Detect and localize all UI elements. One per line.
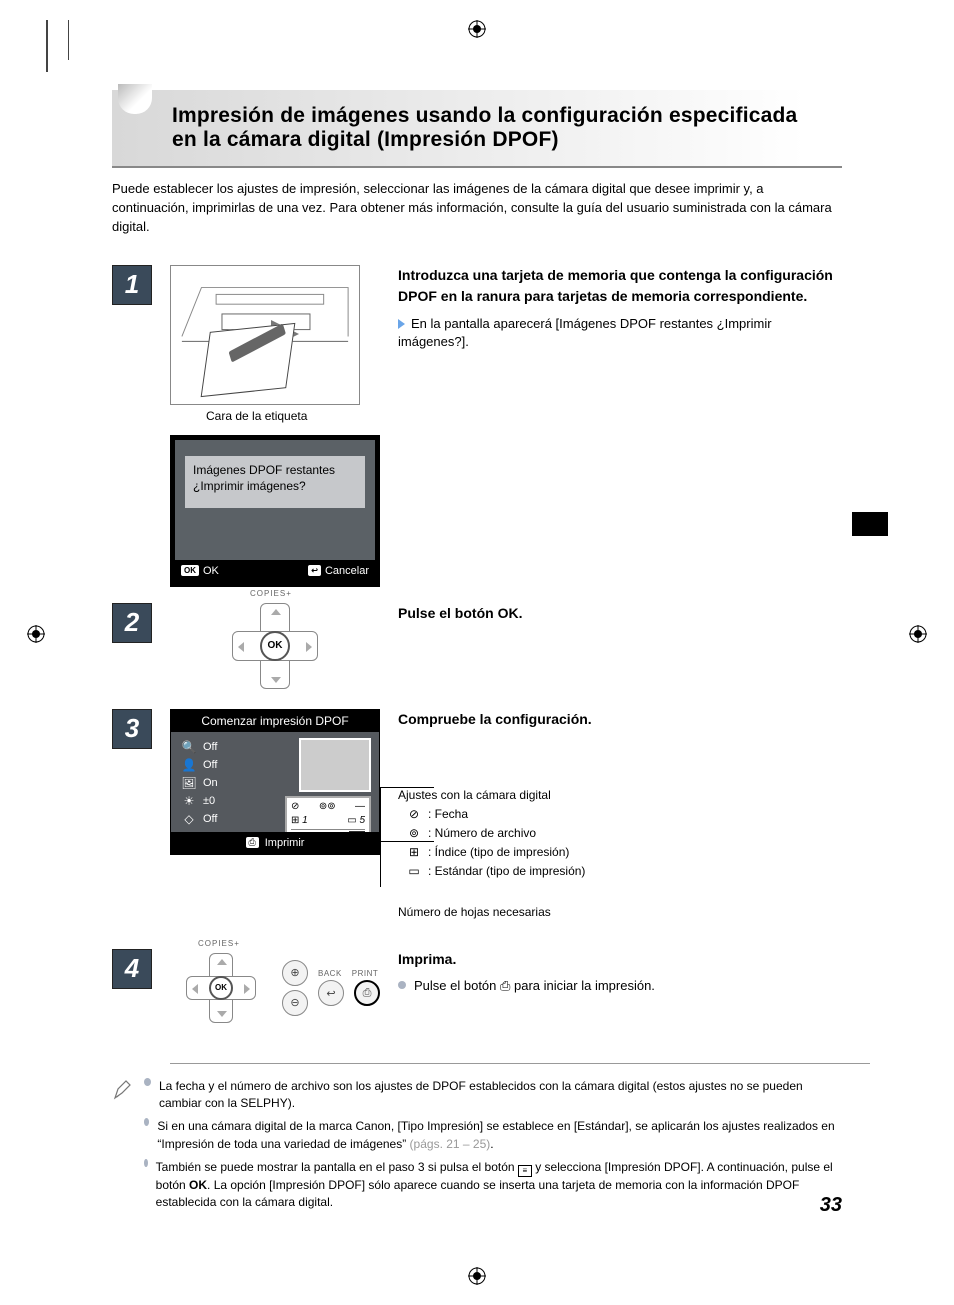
step-1: 1 Cara de la etiqueta xyxy=(112,265,842,587)
zoom-in-button-icon: ⊕ xyxy=(282,960,308,986)
section-heading: Impresión de imágenes usando la configur… xyxy=(112,90,842,168)
annot-item: ⊚: Número de archivo xyxy=(406,824,842,843)
pencil-note-icon xyxy=(112,1078,138,1218)
note-item: También se puede mostrar la pantalla en … xyxy=(144,1159,842,1212)
settings-title: Comenzar impresión DPOF xyxy=(171,710,379,732)
step-number: 1 xyxy=(112,265,152,305)
zoom-out-button-icon: ⊖ xyxy=(282,990,308,1016)
annot-item: ⊞: Índice (tipo de impresión) xyxy=(406,843,842,862)
notes-divider xyxy=(170,1063,870,1064)
cancel-label: Cancelar xyxy=(325,565,369,577)
print-label-small: PRINT xyxy=(352,969,379,978)
step-subtext: En la pantalla aparecerá [Imágenes DPOF … xyxy=(398,316,772,349)
note-item: Si en una cámara digital de la marca Can… xyxy=(144,1118,842,1153)
cancel-pill: ↩ xyxy=(308,565,321,576)
annot-item: ▭: Estándar (tipo de impresión) xyxy=(406,862,842,881)
registration-mark-bottom xyxy=(468,1267,486,1285)
dpad-figure: COPIES+ OK xyxy=(232,603,318,689)
triangle-bullet-icon xyxy=(398,319,405,329)
step-subtext: Pulse el botón ⎙ para iniciar la impresi… xyxy=(414,978,655,993)
registration-mark-top xyxy=(468,20,486,38)
ok-pill: OK xyxy=(181,565,199,576)
step-4: 4 COPIES+ OK ⊕ ⊖ BACKPRINT xyxy=(112,949,842,1023)
ok-label: OK xyxy=(203,565,219,577)
leader-line xyxy=(380,787,381,887)
crop-mark xyxy=(46,20,48,72)
annot-sheets: Número de hojas necesarias xyxy=(398,903,842,922)
annot-heading: Ajustes con la cámara digital xyxy=(398,786,842,805)
step-title: Pulse el botón OK. xyxy=(398,603,842,624)
lcd-screen-step1: Imágenes DPOF restantes ¿Imprimir imágen… xyxy=(170,435,380,587)
settings-screen: Comenzar impresión DPOF 🔍Off👤Off🖼On☀±0◇O… xyxy=(170,709,380,855)
step-number: 2 xyxy=(112,603,152,643)
heading-ornament-icon xyxy=(118,84,152,114)
figure-card-slot xyxy=(170,265,360,405)
circle-bullet-icon xyxy=(398,981,406,989)
step-number: 3 xyxy=(112,709,152,749)
figure-caption: Cara de la etiqueta xyxy=(206,409,380,423)
page-number: 33 xyxy=(820,1194,842,1217)
heading-title: Impresión de imágenes usando la configur… xyxy=(172,104,822,152)
step-title: Compruebe la configuración. xyxy=(398,709,842,730)
sd-card-icon xyxy=(201,322,296,396)
button-cluster-figure: COPIES+ OK ⊕ ⊖ BACKPRINT ↩ ⎙ xyxy=(170,953,380,1023)
preview-thumb xyxy=(299,738,371,792)
step-title: Introduzca una tarjeta de memoria que co… xyxy=(398,265,842,307)
annot-item: ⊘: Fecha xyxy=(406,805,842,824)
step-title: Imprima. xyxy=(398,949,842,970)
lcd-line: Imágenes DPOF restantes xyxy=(193,462,357,479)
print-label: Imprimir xyxy=(265,837,305,849)
print-button-icon: ⎙ xyxy=(354,980,380,1006)
back-label: BACK xyxy=(318,969,342,978)
leader-line xyxy=(380,787,434,788)
ok-button-icon: OK xyxy=(260,631,290,661)
notes-block: La fecha y el número de archivo son los … xyxy=(112,1053,842,1218)
leader-line xyxy=(380,841,434,842)
lcd-line: ¿Imprimir imágenes? xyxy=(193,478,357,495)
copies-label: COPIES+ xyxy=(250,589,292,598)
registration-mark-left xyxy=(27,625,45,643)
step-number: 4 xyxy=(112,949,152,989)
step-3: 3 Comenzar impresión DPOF 🔍Off👤Off🖼On☀±0… xyxy=(112,709,842,923)
thumb-tab xyxy=(852,512,888,536)
intro-paragraph: Puede establecer los ajustes de impresió… xyxy=(112,180,842,237)
registration-mark-right xyxy=(909,625,927,643)
note-item: La fecha y el número de archivo son los … xyxy=(144,1078,842,1113)
step-2: 2 COPIES+ OK Pulse el botón OK. xyxy=(112,603,842,689)
crop-mark xyxy=(68,20,69,60)
back-button-icon: ↩ xyxy=(318,980,344,1006)
print-pill-icon: ⎙ xyxy=(246,837,259,848)
